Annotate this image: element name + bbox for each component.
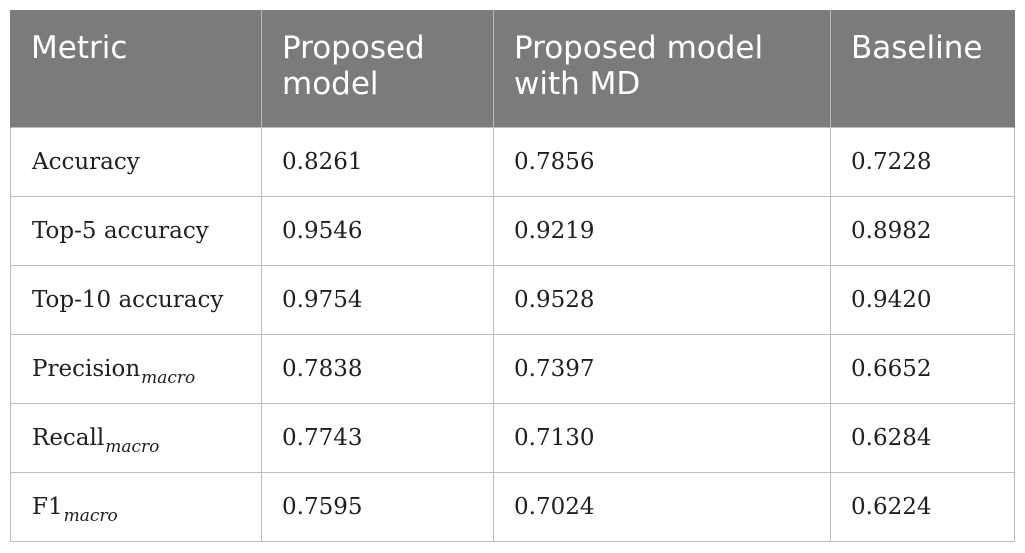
value-cell: 0.9219	[493, 195, 831, 266]
table-row: F1macro 0.7595 0.7024 0.6224	[10, 471, 1015, 542]
metric-cell: Top-10 accuracy	[10, 264, 262, 335]
value-cell: 0.8261	[261, 126, 494, 197]
metric-name: Accuracy	[32, 148, 140, 175]
value-cell: 0.7228	[830, 126, 1015, 197]
table-row: Top-10 accuracy 0.9754 0.9528 0.9420	[10, 264, 1015, 335]
metric-name: Recall	[32, 424, 105, 451]
table-row: Top-5 accuracy 0.9546 0.9219 0.8982	[10, 195, 1015, 266]
value-cell: 0.6224	[830, 471, 1015, 542]
value-cell: 0.7743	[261, 402, 494, 473]
value-cell: 0.7838	[261, 333, 494, 404]
header-row: Metric Proposed model Proposed model wit…	[10, 10, 1015, 127]
table-row: Recallmacro 0.7743 0.7130 0.6284	[10, 402, 1015, 473]
metric-subscript: macro	[63, 505, 118, 526]
metric-name: Top-5 accuracy	[32, 217, 209, 244]
value-cell: 0.7397	[493, 333, 831, 404]
value-cell: 0.9420	[830, 264, 1015, 335]
value-cell: 0.7856	[493, 126, 831, 197]
metric-subscript: macro	[141, 367, 196, 388]
value-cell: 0.9754	[261, 264, 494, 335]
metric-name: F1	[32, 493, 63, 520]
header-proposed-model-md: Proposed model with MD	[493, 10, 831, 127]
table-row: Accuracy 0.8261 0.7856 0.7228	[10, 126, 1015, 197]
metric-cell: Recallmacro	[10, 402, 262, 473]
value-cell: 0.9528	[493, 264, 831, 335]
results-table: Metric Proposed model Proposed model wit…	[10, 10, 1015, 542]
header-baseline: Baseline	[830, 10, 1015, 127]
metric-cell: F1macro	[10, 471, 262, 542]
metric-name: Precision	[32, 355, 141, 382]
value-cell: 0.9546	[261, 195, 494, 266]
metric-subscript: macro	[105, 436, 160, 457]
results-table-container: Metric Proposed model Proposed model wit…	[10, 10, 1015, 542]
header-metric: Metric	[10, 10, 262, 127]
metric-cell: Precisionmacro	[10, 333, 262, 404]
value-cell: 0.8982	[830, 195, 1015, 266]
value-cell: 0.6284	[830, 402, 1015, 473]
metric-cell: Top-5 accuracy	[10, 195, 262, 266]
value-cell: 0.7024	[493, 471, 831, 542]
header-proposed-model: Proposed model	[261, 10, 494, 127]
value-cell: 0.7130	[493, 402, 831, 473]
value-cell: 0.6652	[830, 333, 1015, 404]
metric-name: Top-10 accuracy	[32, 286, 224, 313]
value-cell: 0.7595	[261, 471, 494, 542]
table-row: Precisionmacro 0.7838 0.7397 0.6652	[10, 333, 1015, 404]
metric-cell: Accuracy	[10, 126, 262, 197]
